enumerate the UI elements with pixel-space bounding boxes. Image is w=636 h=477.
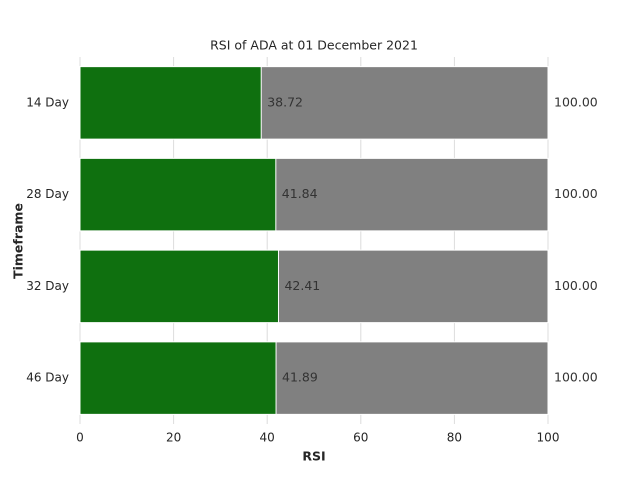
x-tick-label: 20	[166, 431, 181, 445]
x-tick-label: 80	[447, 431, 462, 445]
bar-label: 42.41	[284, 278, 320, 293]
y-tick-label: 32 Day	[26, 279, 69, 293]
x-tick-label: 100	[537, 431, 560, 445]
bar-label: 100.00	[554, 278, 598, 293]
bar	[79, 249, 279, 324]
x-axis-label: RSI	[302, 449, 325, 464]
y-tick-label: 14 Day	[26, 95, 69, 109]
bar-label: 100.00	[554, 186, 598, 201]
y-tick-label: 46 Day	[26, 371, 69, 385]
y-tick-label: 28 Day	[26, 187, 69, 201]
bar-label: 41.89	[282, 370, 318, 385]
x-tick-label: 60	[353, 431, 368, 445]
chart-title: RSI of ADA at 01 December 2021	[210, 38, 418, 53]
x-tick-label: 0	[76, 431, 84, 445]
y-axis-label: Timeframe	[11, 203, 26, 279]
bar-label: 100.00	[554, 94, 598, 109]
bar-label: 100.00	[554, 370, 598, 385]
x-tick-label: 40	[260, 431, 275, 445]
bar	[79, 341, 277, 415]
bar	[79, 66, 262, 140]
bar	[79, 157, 277, 232]
bar-label: 41.84	[282, 186, 318, 201]
bar-label: 38.72	[267, 94, 303, 109]
